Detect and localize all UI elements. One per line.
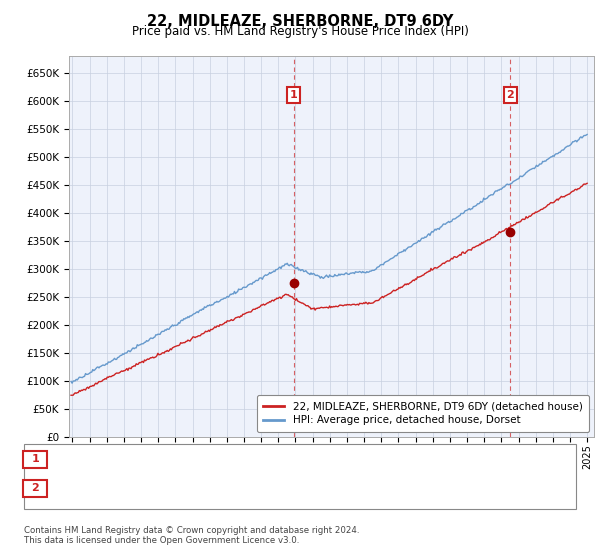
Text: 2: 2 [32, 483, 39, 493]
Text: £365,000: £365,000 [216, 483, 269, 493]
Text: £275,000: £275,000 [216, 454, 269, 464]
Text: 1: 1 [32, 454, 39, 464]
Text: 1: 1 [290, 90, 298, 100]
Text: This data is licensed under the Open Government Licence v3.0.: This data is licensed under the Open Gov… [24, 536, 299, 545]
Text: 23-NOV-2007: 23-NOV-2007 [63, 454, 137, 464]
Text: Price paid vs. HM Land Registry's House Price Index (HPI): Price paid vs. HM Land Registry's House … [131, 25, 469, 38]
Text: 10-JUL-2020: 10-JUL-2020 [63, 483, 131, 493]
Legend: 22, MIDLEAZE, SHERBORNE, DT9 6DY (detached house), HPI: Average price, detached : 22, MIDLEAZE, SHERBORNE, DT9 6DY (detach… [257, 395, 589, 432]
Text: 22, MIDLEAZE, SHERBORNE, DT9 6DY: 22, MIDLEAZE, SHERBORNE, DT9 6DY [147, 14, 453, 29]
Text: 19% ↓ HPI: 19% ↓ HPI [360, 454, 419, 464]
Text: 2: 2 [506, 90, 514, 100]
Text: Contains HM Land Registry data © Crown copyright and database right 2024.: Contains HM Land Registry data © Crown c… [24, 526, 359, 535]
Text: 14% ↓ HPI: 14% ↓ HPI [360, 483, 419, 493]
